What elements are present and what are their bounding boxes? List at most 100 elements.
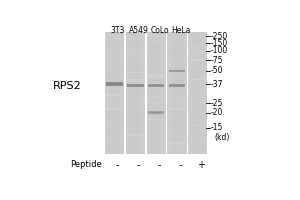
Bar (107, 32, 110, 154)
Bar (128, 32, 130, 154)
Text: -37: -37 (211, 80, 223, 89)
Bar (167, 32, 170, 154)
Bar (126, 85, 144, 86)
Bar (142, 32, 145, 154)
Bar (147, 96, 165, 97)
Bar (168, 145, 186, 146)
Bar (168, 148, 186, 149)
Bar (175, 32, 177, 154)
Bar (147, 74, 165, 75)
Bar (169, 84, 185, 87)
Bar (188, 32, 191, 154)
Bar (169, 70, 185, 72)
Bar (147, 50, 165, 51)
Bar (200, 32, 203, 154)
Bar (198, 32, 200, 154)
Bar (168, 91, 186, 92)
Bar (156, 32, 158, 154)
Bar (151, 32, 154, 154)
Text: -150: -150 (211, 39, 228, 48)
Bar (169, 70, 185, 72)
Bar (147, 87, 165, 88)
Text: CoLo: CoLo (150, 26, 169, 35)
Bar (133, 32, 135, 154)
Bar (130, 32, 133, 154)
Text: -: - (116, 160, 119, 170)
Bar (147, 76, 165, 77)
Bar (106, 82, 123, 86)
Bar (158, 32, 161, 154)
Bar (148, 84, 164, 87)
Bar (119, 32, 122, 154)
Bar (172, 32, 175, 154)
Bar (126, 72, 144, 73)
Bar (126, 32, 128, 154)
Bar (163, 32, 166, 154)
Bar (189, 53, 207, 54)
Bar (161, 32, 163, 154)
Bar (191, 32, 193, 154)
Bar (168, 96, 186, 98)
Bar (189, 125, 207, 126)
Bar (146, 32, 166, 154)
Bar (147, 83, 165, 84)
Bar (147, 73, 165, 74)
Bar (127, 85, 143, 86)
Bar (168, 70, 186, 72)
Bar (126, 134, 144, 136)
Bar (168, 63, 186, 64)
Text: -50: -50 (211, 66, 223, 75)
Bar (148, 112, 164, 113)
Bar (205, 32, 208, 154)
Bar (189, 112, 207, 113)
Bar (184, 32, 187, 154)
Bar (147, 103, 165, 104)
Bar (168, 74, 186, 75)
Bar (188, 32, 208, 154)
Bar (168, 39, 186, 40)
Bar (189, 79, 207, 80)
Bar (105, 38, 123, 39)
Bar (148, 85, 164, 86)
Bar (147, 40, 165, 41)
Bar (167, 32, 187, 154)
Bar (126, 39, 144, 40)
Bar (189, 59, 207, 61)
Bar (127, 84, 143, 87)
Text: 3T3: 3T3 (110, 26, 125, 35)
Bar (168, 102, 186, 103)
Bar (105, 32, 107, 154)
Bar (169, 85, 185, 86)
Bar (114, 32, 117, 154)
Bar (126, 49, 144, 50)
Bar (105, 57, 123, 58)
Bar (168, 131, 186, 132)
Bar (147, 95, 165, 96)
Bar (182, 32, 184, 154)
Bar (126, 138, 144, 139)
Bar (126, 60, 144, 61)
Text: A549: A549 (129, 26, 148, 35)
Bar (147, 35, 165, 36)
Bar (168, 112, 186, 113)
Text: -: - (137, 160, 140, 170)
Bar (189, 136, 207, 138)
Bar (168, 108, 186, 110)
Bar (105, 53, 123, 54)
Bar (137, 32, 140, 154)
Bar (189, 66, 207, 67)
Text: RPS2: RPS2 (53, 81, 82, 91)
Bar (126, 79, 144, 81)
Text: -20: -20 (211, 108, 223, 117)
Bar (189, 45, 207, 47)
Bar (126, 139, 144, 140)
Bar (106, 83, 123, 85)
Bar (112, 32, 114, 154)
Bar (105, 89, 123, 90)
Bar (189, 120, 207, 121)
Bar (126, 32, 145, 154)
Bar (203, 32, 205, 154)
Text: Peptide: Peptide (70, 160, 102, 169)
Bar (105, 94, 123, 96)
Bar (105, 52, 123, 53)
